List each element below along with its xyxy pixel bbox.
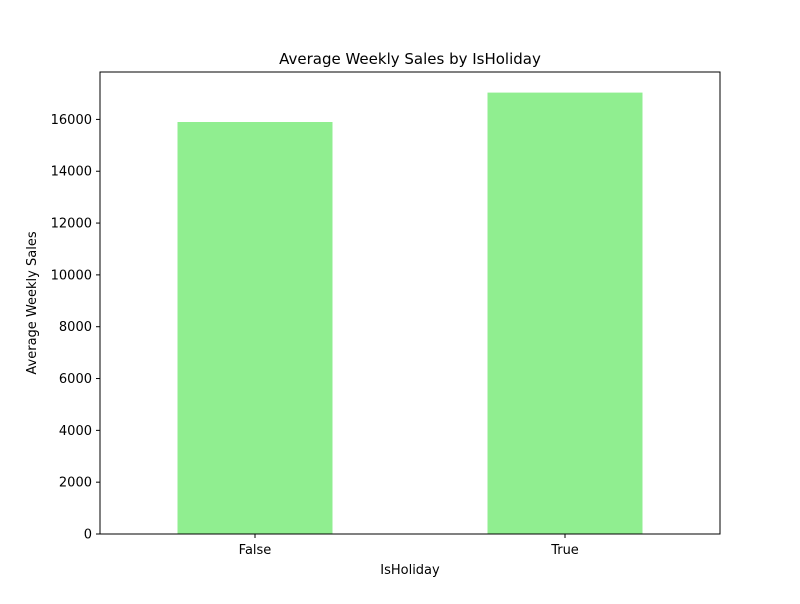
x-tick-label: False [239,543,272,558]
y-tick-label: 6000 [59,372,92,387]
y-tick-label: 16000 [51,113,92,128]
bar-false [177,122,333,534]
bar-true [487,92,643,534]
y-tick-label: 2000 [59,476,92,491]
y-tick-label: 10000 [51,268,92,283]
x-tick-label: True [550,543,579,558]
y-tick-label: 4000 [59,424,92,439]
x-axis-ticks: False True [239,534,579,558]
x-axis-label: IsHoliday [380,563,440,578]
y-tick-label: 0 [84,528,92,543]
y-tick-label: 12000 [51,217,92,232]
y-tick-label: 14000 [51,165,92,180]
y-tick-label: 8000 [59,320,92,335]
plot-area-frame [99,71,721,535]
y-axis-ticks: 0 2000 4000 6000 8000 10000 12000 14000 16000 [51,113,100,543]
chart-title: Average Weekly Sales by IsHoliday [279,50,541,68]
y-axis-label: Average Weekly Sales [25,231,40,374]
bars-layer [177,92,643,534]
